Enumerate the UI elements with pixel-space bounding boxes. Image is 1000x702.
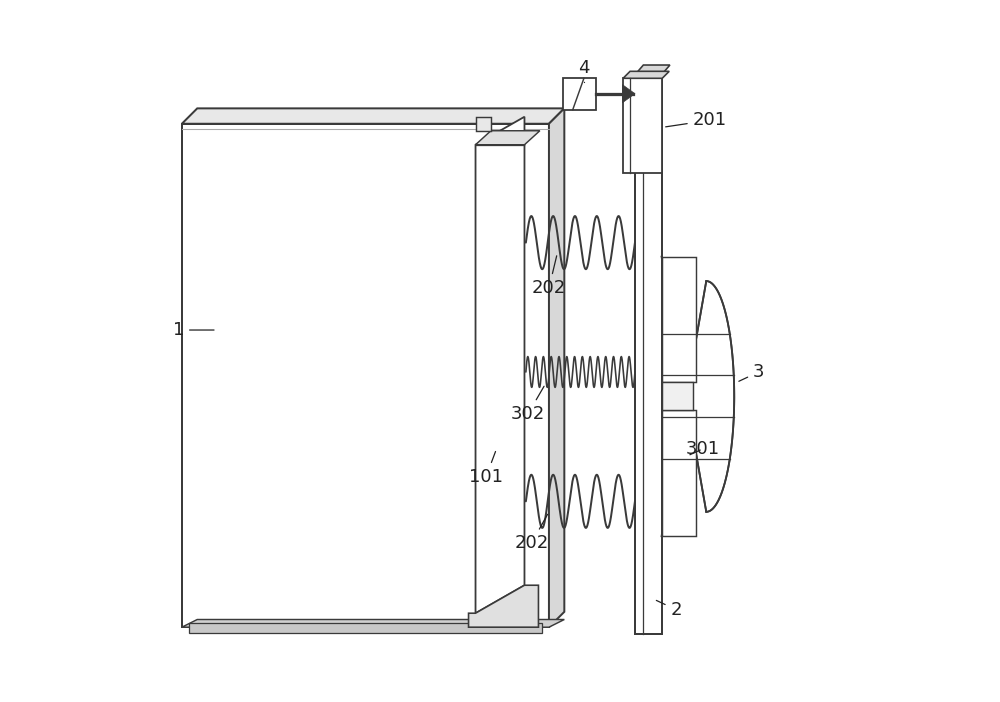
Polygon shape [476, 117, 491, 131]
Text: 201: 201 [666, 111, 727, 129]
Polygon shape [622, 85, 635, 102]
Polygon shape [549, 108, 564, 627]
Bar [182, 124, 549, 627]
Bar [563, 79, 596, 110]
Text: 302: 302 [511, 386, 545, 423]
Bar [189, 623, 542, 633]
Polygon shape [476, 131, 540, 145]
Text: 3: 3 [739, 363, 764, 381]
Polygon shape [662, 257, 734, 536]
Polygon shape [635, 65, 670, 75]
Bar [662, 411, 696, 536]
Text: 202: 202 [532, 256, 566, 297]
Bar [662, 383, 693, 411]
Bar [623, 79, 662, 173]
Bar [635, 75, 662, 634]
Polygon shape [182, 619, 564, 627]
Polygon shape [623, 72, 669, 79]
Text: 4: 4 [578, 59, 590, 83]
Polygon shape [469, 585, 538, 627]
Bar [662, 257, 696, 383]
Text: 202: 202 [514, 515, 549, 552]
Text: 101: 101 [469, 451, 503, 486]
Text: 1: 1 [173, 321, 214, 339]
Text: 2: 2 [656, 600, 682, 618]
Polygon shape [182, 108, 564, 124]
Text: 301: 301 [686, 440, 720, 458]
Polygon shape [476, 117, 524, 614]
